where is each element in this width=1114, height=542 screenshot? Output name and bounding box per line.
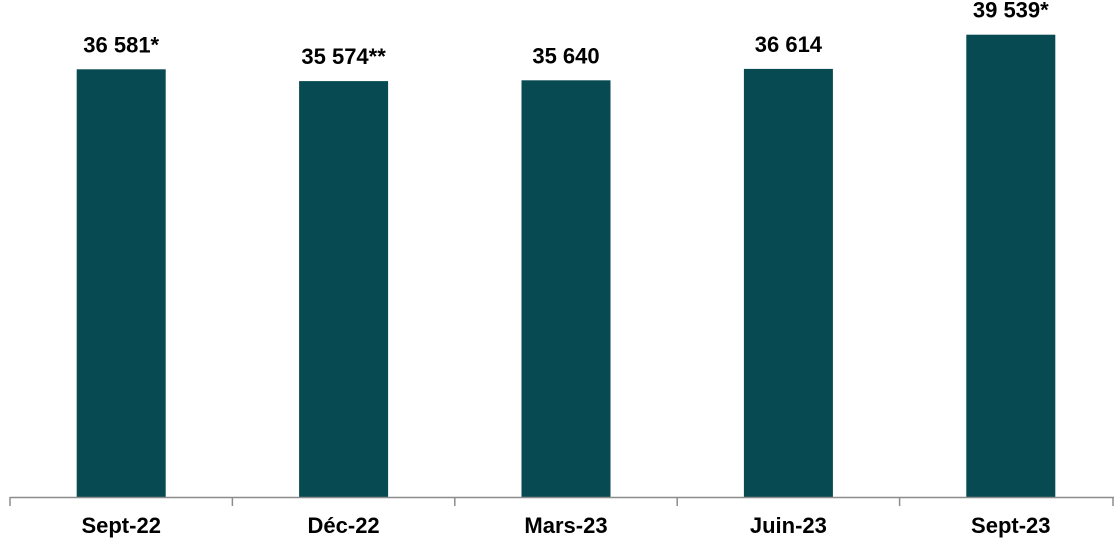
- bar-3: [521, 80, 611, 498]
- bar-5: [966, 34, 1056, 497]
- bar-2: [299, 81, 389, 497]
- x-tick-label-5: Sept-23: [971, 513, 1050, 538]
- x-tick-labels-layer: Sept-22 Déc-22 Mars-23 Juin-23 Sept-23: [81, 513, 1050, 538]
- bars-layer: [76, 34, 1056, 498]
- data-label-3: 35 640: [532, 43, 599, 68]
- data-label-2: 35 574**: [301, 44, 386, 69]
- bar-1: [76, 69, 166, 498]
- x-tick-label-4: Juin-23: [750, 513, 827, 538]
- data-label-1: 36 581*: [83, 32, 159, 57]
- data-labels-layer: 36 581* 35 574** 35 640 36 614 39 539*: [83, 0, 1049, 69]
- x-axis: [9, 496, 1114, 506]
- data-label-5: 39 539*: [973, 0, 1049, 23]
- x-tick-label-3: Mars-23: [524, 513, 607, 538]
- data-label-4: 36 614: [755, 32, 823, 57]
- x-tick-label-2: Déc-22: [308, 513, 380, 538]
- bar-4: [743, 68, 833, 498]
- x-tick-label-1: Sept-22: [81, 513, 160, 538]
